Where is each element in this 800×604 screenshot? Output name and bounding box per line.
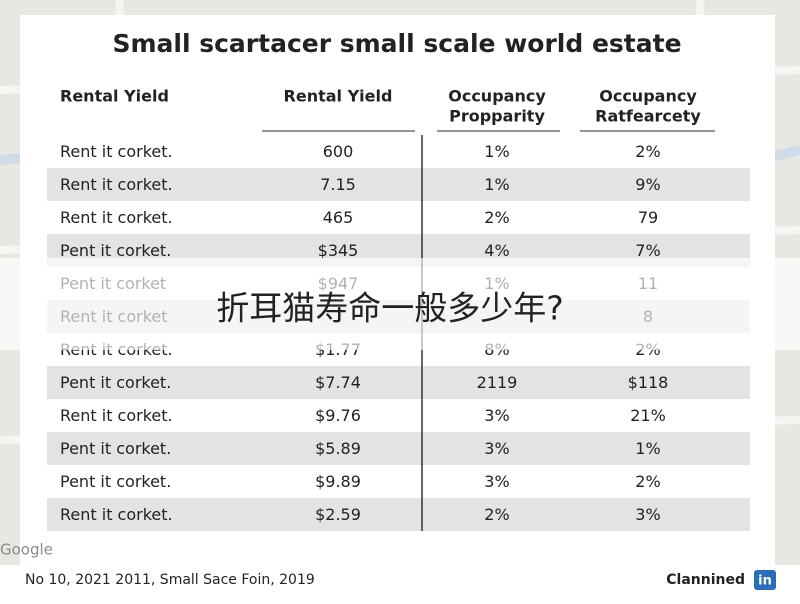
table-cell: Rent it corket. (60, 406, 173, 425)
table-cell: $2.59 (315, 505, 361, 524)
table-cell: Pent it corket. (60, 373, 171, 392)
row-stripe (47, 498, 750, 531)
footer-brand: Clannined (666, 572, 745, 588)
table-cell: 7% (635, 241, 660, 260)
map-label: Google (0, 541, 53, 559)
table-cell: Pent it corket. (60, 241, 171, 260)
header-cell: Rental Yield (60, 87, 169, 106)
table-cell: Rent it corket. (60, 505, 173, 524)
table-cell: 465 (323, 208, 354, 227)
table-cell: 1% (484, 142, 509, 161)
table: Rental Yield Rental Yield OccupancyProppar… (47, 87, 750, 531)
table-cell: 2% (484, 208, 509, 227)
table-cell: $9.89 (315, 472, 361, 491)
table-cell: Rent it corket. (60, 208, 173, 227)
table-cell: 2% (635, 472, 660, 491)
table-cell: 3% (635, 505, 660, 524)
header-cell: Rental Yield (284, 87, 393, 106)
table-cell: 9% (635, 175, 660, 194)
table-cell: $5.89 (315, 439, 361, 458)
table-cell: $118 (628, 373, 669, 392)
title: Small scartacer small scale world estate (112, 29, 681, 58)
footer-left: No 10, 2021 2011, Small Sace Foin, 2019 (25, 572, 315, 588)
table-cell: 1% (635, 439, 660, 458)
footer-logo: in (758, 574, 772, 589)
table-cell: 2% (635, 142, 660, 161)
table-cell: 21% (630, 406, 666, 425)
row-stripe (47, 432, 750, 465)
overlay-band (0, 258, 800, 350)
table-cell: 2% (484, 505, 509, 524)
table-cell: 4% (484, 241, 509, 260)
header-cell: Propparity (449, 107, 545, 126)
table-cell: 79 (638, 208, 658, 227)
table-cell: 2119 (477, 373, 518, 392)
table-cell: 3% (484, 439, 509, 458)
header-cell: Occupancy (448, 87, 546, 106)
table-cell: Pent it corket. (60, 472, 171, 491)
row-stripe (47, 366, 750, 399)
table-cell: 600 (323, 142, 354, 161)
table-cell: $345 (318, 241, 359, 260)
table-cell: 3% (484, 406, 509, 425)
row-stripe (47, 168, 750, 201)
header-cell: Occupancy (599, 87, 697, 106)
table-cell: Rent it corket. (60, 142, 173, 161)
footer-bar (0, 565, 800, 600)
footer-logo-box (754, 570, 776, 590)
table-cell: $7.74 (315, 373, 361, 392)
overlay-text: 折耳猫寿命一般多少年? (216, 289, 564, 328)
table-cell: Rent it corket. (60, 175, 173, 194)
table-cell: $9.76 (315, 406, 361, 425)
table-cell: 1% (484, 175, 509, 194)
table-cell: 7.15 (320, 175, 356, 194)
table-cell: Pent it corket. (60, 439, 171, 458)
header-cell: Ratfearcety (595, 107, 701, 126)
table-cell: 3% (484, 472, 509, 491)
